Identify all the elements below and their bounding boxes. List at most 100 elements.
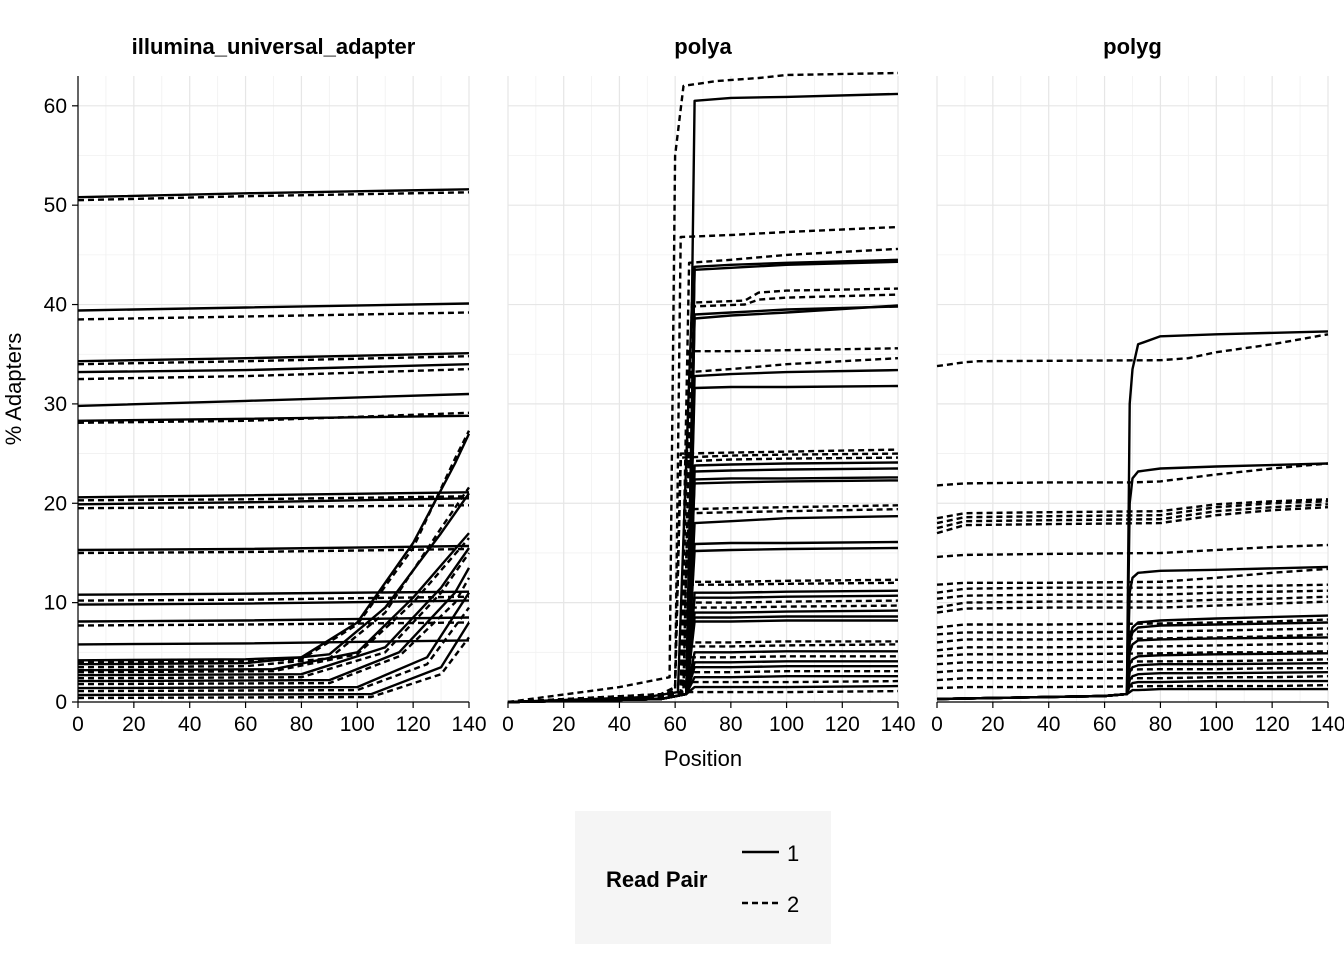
facet-panel: polya 0 20 40 60 80 100 120 140	[502, 34, 915, 736]
series-line-pair-2	[77, 430, 471, 664]
y-tick-label: 10	[44, 592, 67, 615]
x-tick-label: 80	[290, 713, 313, 736]
series-group	[507, 71, 899, 704]
x-tick-label: 20	[122, 713, 145, 736]
series-line-pair-2	[936, 589, 1329, 600]
legend-title: Read Pair	[606, 867, 708, 892]
y-axis-title: % Adapters	[1, 333, 26, 446]
x-tick-label: 100	[1199, 713, 1234, 736]
series-line-pair-2	[77, 577, 471, 686]
x-tick-label: 0	[502, 713, 514, 736]
series-line-pair-1	[77, 621, 471, 697]
series-line-pair-2	[936, 600, 1329, 614]
x-tick-label: 20	[981, 713, 1004, 736]
series-line-pair-2	[507, 689, 899, 704]
facet-panel: polyg 0 20 40 60 80 100 120 140	[931, 34, 1344, 736]
series-line-pair-2	[936, 683, 1329, 690]
series-line-pair-1	[77, 492, 470, 666]
series-line-pair-1	[507, 684, 899, 704]
series-line-pair-2	[936, 506, 1329, 535]
legend-background	[575, 811, 831, 944]
series-line-pair-2	[77, 552, 470, 680]
series-line-pair-2	[936, 627, 1329, 636]
x-tick-label: 40	[1037, 713, 1060, 736]
x-tick-label: 100	[340, 713, 375, 736]
x-tick-label: 0	[931, 713, 943, 736]
series-line-pair-1	[77, 592, 471, 690]
x-tick-label: 120	[1255, 713, 1290, 736]
x-tick-label: 80	[1149, 713, 1172, 736]
series-line-pair-2	[936, 595, 1329, 609]
x-tick-label: 140	[451, 713, 486, 736]
series-line-pair-1	[936, 687, 1328, 701]
series-line-pair-1	[77, 599, 470, 606]
y-tick-label: 30	[44, 393, 67, 416]
legend: Read Pair 1 2	[575, 811, 831, 944]
x-tick-label: 60	[663, 713, 686, 736]
series-line-pair-2	[936, 658, 1329, 666]
facet-title: illumina_universal_adapter	[132, 34, 416, 59]
legend-label-2: 2	[787, 892, 799, 917]
series-line-pair-2	[507, 293, 899, 704]
series-line-pair-2	[936, 667, 1328, 674]
series-line-pair-2	[77, 636, 470, 700]
x-tick-label: 100	[769, 713, 804, 736]
x-tick-label: 140	[880, 713, 915, 736]
series-line-pair-2	[77, 537, 470, 674]
x-tick-label: 20	[552, 713, 575, 736]
series-line-pair-2	[507, 287, 899, 704]
series-line-pair-2	[936, 503, 1329, 530]
series-line-pair-1	[77, 497, 470, 506]
series-line-pair-1	[77, 414, 470, 422]
series-line-pair-2	[936, 462, 1329, 487]
x-tick-label: 40	[178, 713, 201, 736]
series-line-pair-2	[936, 498, 1329, 520]
y-tick-label: 40	[44, 294, 67, 317]
series-line-pair-2	[936, 642, 1329, 652]
series-line-pair-2	[936, 500, 1329, 525]
series-line-pair-2	[936, 543, 1329, 559]
x-tick-label: 140	[1310, 713, 1344, 736]
series-line-pair-2	[507, 456, 899, 704]
series-line-pair-2	[77, 367, 470, 381]
series-line-pair-2	[936, 675, 1329, 682]
series-line-pair-1	[77, 188, 470, 199]
y-tick-label: 0	[55, 691, 67, 714]
series-line-pair-2	[77, 486, 470, 669]
series-line-pair-2	[77, 495, 470, 502]
series-line-pair-2	[77, 311, 470, 321]
series-line-pair-2	[77, 191, 470, 202]
series-line-pair-1	[77, 363, 470, 374]
x-tick-label: 60	[234, 713, 257, 736]
series-line-pair-2	[77, 547, 470, 555]
x-tick-label: 0	[72, 713, 84, 736]
series-line-pair-1	[77, 544, 470, 552]
series-group	[77, 188, 471, 700]
series-line-pair-2	[77, 595, 470, 602]
series-line-pair-2	[77, 621, 470, 627]
legend-label-1: 1	[787, 841, 799, 866]
series-line-pair-1	[77, 567, 471, 683]
series-line-pair-2	[936, 618, 1329, 629]
x-tick-label: 80	[719, 713, 742, 736]
series-line-pair-1	[77, 392, 470, 408]
x-tick-label: 40	[608, 713, 631, 736]
series-group	[936, 330, 1329, 701]
series-line-pair-1	[77, 532, 470, 672]
y-tick-label: 20	[44, 492, 67, 515]
series-line-pair-2	[77, 411, 470, 424]
series-line-pair-2	[936, 583, 1329, 594]
series-line-pair-2	[936, 567, 1329, 586]
series-line-pair-2	[77, 504, 470, 510]
facet-title: polyg	[1103, 34, 1162, 59]
y-tick-label: 60	[44, 95, 67, 118]
series-line-pair-1	[77, 547, 470, 677]
series-line-pair-1	[77, 590, 470, 596]
series-line-pair-1	[77, 352, 470, 363]
series-line-pair-2	[77, 355, 470, 366]
facet-title: polya	[674, 34, 732, 59]
x-axis-title: Position	[664, 746, 742, 771]
